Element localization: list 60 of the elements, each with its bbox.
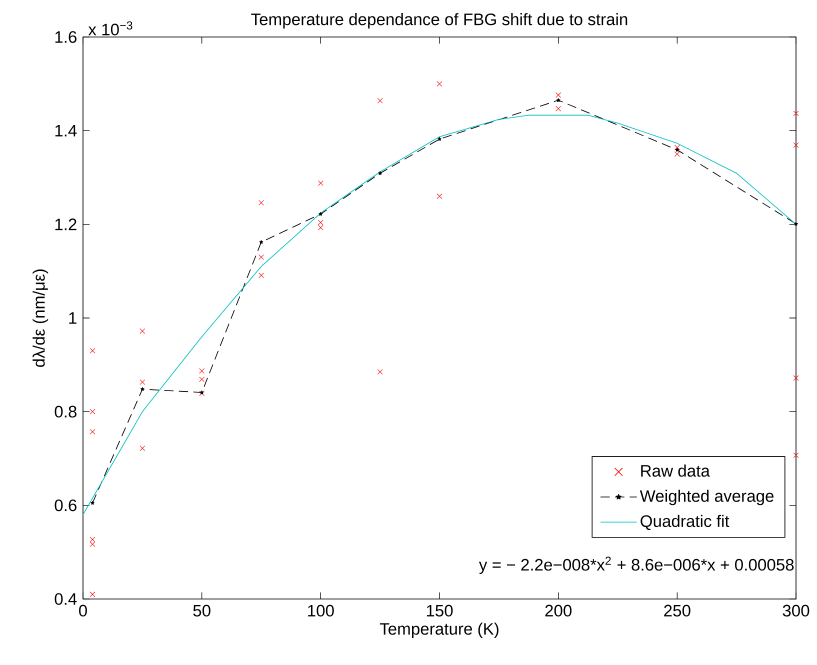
legend-label: Raw data xyxy=(641,464,710,477)
x-tick-label: 50 xyxy=(193,604,210,617)
point xyxy=(140,387,144,391)
point xyxy=(556,92,562,98)
y-axis-title: dλ/dε (nm/με) xyxy=(32,269,48,367)
point xyxy=(377,98,383,104)
point xyxy=(793,110,799,116)
point xyxy=(90,348,96,354)
x-axis-title: Temperature (K) xyxy=(380,622,498,638)
x-tick-label: 250 xyxy=(664,604,690,617)
point xyxy=(140,328,146,334)
annotation: y = − 2.2e−008*x$^{2}$ + 8.6e−006*x + 0.00058 xyxy=(478,556,794,574)
point xyxy=(258,254,264,260)
point xyxy=(436,81,442,87)
point xyxy=(674,151,680,157)
y-tick-label: 0.6 xyxy=(54,499,76,512)
y-tick-label: 1.4 xyxy=(55,124,77,136)
text: x 10$^{−3}$ xyxy=(88,21,132,36)
point xyxy=(140,379,146,385)
legend-label: Weighted average xyxy=(640,490,774,506)
point xyxy=(674,144,680,150)
x-tick-label: 100 xyxy=(308,604,334,617)
point xyxy=(259,240,264,244)
y-tick-label: 1.6 xyxy=(55,31,76,43)
point xyxy=(438,137,442,141)
y-tick-label: 1 xyxy=(69,312,76,324)
x-tick-label: 0 xyxy=(79,604,87,617)
y-tick-label: 0.4 xyxy=(54,593,77,605)
point xyxy=(90,592,96,598)
point xyxy=(436,194,442,199)
y-tick-label: 1.2 xyxy=(55,218,76,230)
point xyxy=(199,376,205,382)
point xyxy=(556,98,560,102)
point xyxy=(90,536,96,542)
chart-title: Temperature dependance of FBG shift due to strain xyxy=(251,13,628,29)
point xyxy=(199,368,205,374)
point xyxy=(318,224,324,230)
point xyxy=(258,200,264,206)
legend-label: Quadratic fit xyxy=(640,514,730,530)
x-tick-label: 200 xyxy=(545,604,572,617)
point xyxy=(318,180,324,186)
point xyxy=(90,541,96,547)
point xyxy=(378,171,382,175)
point xyxy=(556,106,562,112)
point xyxy=(794,222,798,226)
x-tick-label: 150 xyxy=(426,604,453,617)
point xyxy=(90,408,96,414)
point xyxy=(793,375,799,381)
point xyxy=(318,220,324,226)
point xyxy=(90,429,96,435)
point xyxy=(793,142,799,148)
y-tick-label: 0.8 xyxy=(54,406,76,418)
x-tick-label: 300 xyxy=(782,604,810,617)
point xyxy=(90,500,94,505)
point xyxy=(258,272,264,278)
point xyxy=(318,212,323,216)
point xyxy=(140,445,146,451)
point xyxy=(377,369,383,375)
point xyxy=(793,452,799,458)
point xyxy=(675,148,680,152)
